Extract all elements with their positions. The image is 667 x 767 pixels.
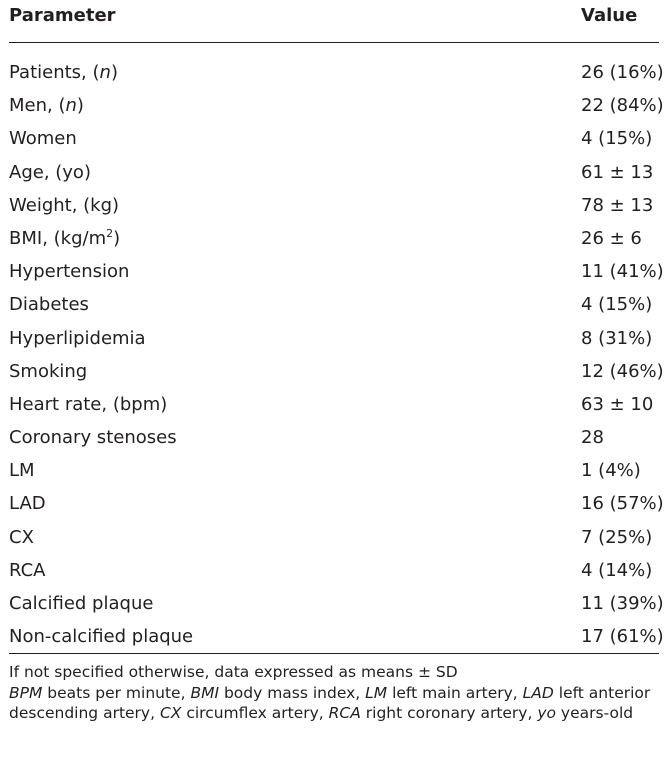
- parameter-cell: Women: [9, 128, 77, 150]
- abbrev-term: BMI: [190, 683, 220, 702]
- parameter-cell: Patients, (n): [9, 62, 118, 83]
- table-header: Parameter Value: [9, 0, 659, 43]
- table-row: CX 7 (25%): [9, 521, 659, 554]
- characteristics-table: Parameter Value Patients, (n) 26 (16%) Men…: [9, 0, 664, 647]
- table-row: BMI, (kg/m2) 26 ± 6: [9, 222, 659, 255]
- value-cell: 61 ± 13: [581, 161, 654, 183]
- table-bottom-rule: [9, 653, 659, 654]
- table-row: Smoking 12 (46%): [9, 355, 664, 388]
- parameter-cell: Hypertension: [9, 261, 130, 283]
- value-cell: 26 ± 6: [581, 227, 642, 249]
- value-cell: 26 (16%): [581, 62, 664, 83]
- footnote-means: If not specified otherwise, data express…: [9, 663, 458, 681]
- header-value: Value: [581, 5, 638, 26]
- table-row: Patients, (n) 26 (16%): [9, 56, 664, 89]
- table-row: Women 4 (15%): [9, 122, 659, 155]
- abbrev-definition: circumflex artery,: [181, 704, 329, 722]
- parameter-cell: BMI, (kg/m2): [9, 226, 121, 249]
- parameter-cell: Age, (yo): [9, 161, 91, 183]
- table-row: LAD 16 (57%): [9, 487, 664, 520]
- parameter-cell: LAD: [9, 493, 46, 515]
- parameter-cell: Men, (n): [9, 95, 84, 117]
- parameter-cell: Calcified plaque: [9, 593, 154, 614]
- value-cell: 7 (25%): [581, 526, 653, 548]
- table-row: LM 1 (4%): [9, 454, 659, 487]
- abbrev-term: yo: [537, 704, 556, 722]
- value-cell: 1 (4%): [581, 460, 641, 482]
- value-cell: 11 (41%): [581, 261, 664, 283]
- table-row: Hypertension 11 (41%): [9, 255, 664, 288]
- value-cell: 4 (15%): [581, 294, 653, 316]
- parameter-cell: Smoking: [9, 360, 88, 382]
- abbrev-term: RCA: [328, 704, 361, 722]
- value-cell: 17 (61%): [581, 626, 664, 648]
- abbrev-term: CX: [159, 704, 182, 722]
- table-row: Men, (n) 22 (84%): [9, 89, 664, 122]
- value-cell: 16 (57%): [581, 493, 664, 515]
- table-row: Age, (yo) 61 ± 13: [9, 156, 659, 189]
- parameter-cell: Heart rate, (bpm): [9, 393, 168, 415]
- value-cell: 4 (15%): [581, 128, 653, 150]
- value-cell: 11 (39%): [581, 593, 664, 614]
- value-cell: 12 (46%): [581, 360, 664, 382]
- parameter-cell: Weight, (kg): [9, 194, 120, 216]
- footnote-abbreviations: BPM beats per minute, BMI body mass inde…: [9, 683, 659, 724]
- value-cell: 4 (14%): [581, 559, 653, 581]
- value-cell: 22 (84%): [581, 95, 664, 117]
- parameter-cell: CX: [9, 526, 34, 548]
- parameter-cell: Hyperlipidemia: [9, 327, 146, 349]
- table-row: Hyperlipidemia 8 (31%): [9, 322, 659, 355]
- parameter-cell: Diabetes: [9, 294, 89, 316]
- table-row: Heart rate, (bpm) 63 ± 10: [9, 388, 659, 421]
- table-footnotes: If not specified otherwise, data express…: [9, 662, 659, 724]
- abbrev-term: LM: [365, 683, 388, 702]
- abbrev-definition: right coronary artery,: [360, 704, 538, 722]
- parameter-cell: RCA: [9, 559, 46, 581]
- parameter-cell: LM: [9, 460, 35, 482]
- abbrev-term: LAD: [522, 683, 554, 702]
- abbrev-definition: left main artery,: [387, 683, 523, 702]
- table-row: Diabetes 4 (15%): [9, 288, 659, 321]
- abbrev-definition: left anterior descending artery,: [9, 683, 651, 723]
- abbrev-definition: years-old: [556, 704, 634, 722]
- table-row: Non-calcified plaque 17 (61%): [9, 620, 664, 653]
- value-cell: 28: [581, 427, 604, 449]
- abbrev-definition: beats per minute,: [42, 683, 191, 702]
- value-cell: 8 (31%): [581, 327, 653, 349]
- value-cell: 63 ± 10: [581, 393, 654, 415]
- table-body: Patients, (n) 26 (16%) Men, (n) 22 (84%) Wom…: [9, 56, 664, 653]
- abbrev-definition: body mass index,: [219, 683, 366, 702]
- parameter-cell: Non-calcified plaque: [9, 626, 194, 648]
- header-parameter: Parameter: [9, 5, 116, 26]
- abbrev-term: BPM: [9, 683, 43, 702]
- table-row: Coronary stenoses 28: [9, 421, 659, 454]
- parameter-cell: Coronary stenoses: [9, 427, 177, 449]
- value-cell: 78 ± 13: [581, 194, 654, 216]
- table-row: Calcified plaque 11 (39%): [9, 587, 664, 620]
- table-row: RCA 4 (14%): [9, 554, 659, 587]
- table-row: Weight, (kg) 78 ± 13: [9, 189, 659, 222]
